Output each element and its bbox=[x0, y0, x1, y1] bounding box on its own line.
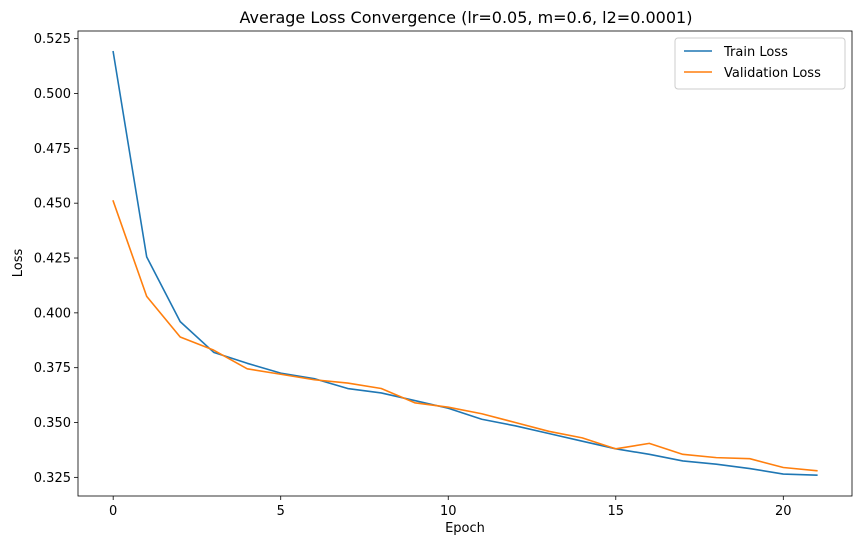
legend-label-validation: Validation Loss bbox=[724, 66, 821, 81]
x-tick-label: 10 bbox=[440, 504, 457, 519]
x-tick-label: 15 bbox=[608, 504, 625, 519]
x-tick-label: 0 bbox=[109, 504, 117, 519]
series-lines bbox=[112, 50, 818, 476]
legend-label-train: Train Loss bbox=[723, 45, 788, 60]
legend: Train Loss Validation Loss bbox=[674, 37, 846, 90]
y-tick-label: 0.500 bbox=[34, 87, 71, 102]
series-line-validation-loss bbox=[112, 199, 818, 472]
y-tick-label: 0.325 bbox=[34, 471, 71, 486]
x-tick-label: 5 bbox=[277, 504, 285, 519]
y-tick-label: 0.525 bbox=[34, 32, 71, 47]
y-tick-label: 0.400 bbox=[34, 306, 71, 321]
x-axis-ticks: 0 5 10 15 20 bbox=[109, 496, 792, 519]
y-axis-title: Loss bbox=[11, 249, 26, 278]
y-tick-label: 0.350 bbox=[34, 416, 71, 431]
series-line-train-loss bbox=[112, 50, 818, 476]
plot-area-frame bbox=[77, 30, 853, 497]
y-tick-label: 0.450 bbox=[34, 197, 71, 212]
y-axis-ticks: 0.325 0.350 0.375 0.400 0.425 0.450 0.475 0.500… bbox=[34, 32, 78, 486]
chart-title: Average Loss Convergence (lr=0.05, m=0.6… bbox=[240, 8, 693, 27]
y-tick-label: 0.425 bbox=[34, 252, 71, 267]
y-tick-label: 0.475 bbox=[34, 142, 71, 157]
x-axis-title: Epoch bbox=[445, 521, 485, 536]
y-tick-label: 0.375 bbox=[34, 361, 71, 376]
legend-box bbox=[674, 37, 846, 90]
x-tick-label: 20 bbox=[775, 504, 792, 519]
